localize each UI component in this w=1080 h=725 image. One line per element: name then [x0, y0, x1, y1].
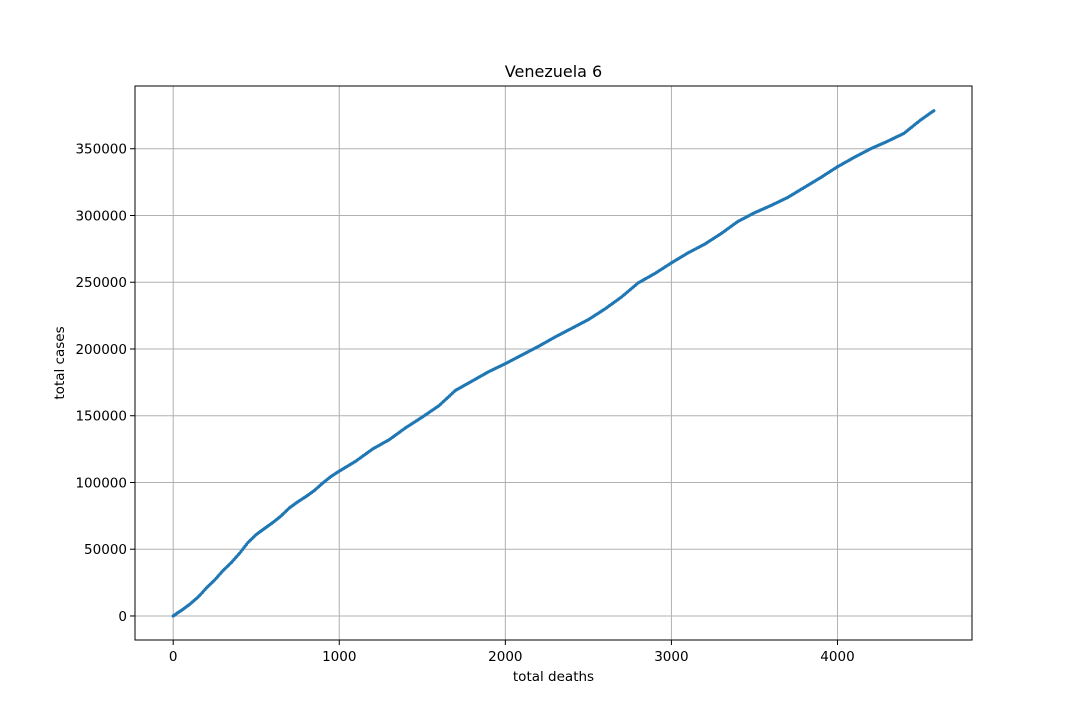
y-tick-label: 0 — [118, 609, 127, 625]
data-point — [452, 390, 456, 394]
y-tick-label: 200000 — [75, 342, 127, 358]
grid-lines — [135, 86, 972, 640]
data-point — [635, 282, 639, 286]
y-ticks: 0 50000 100000 150000 200000 250000 300000 3500… — [75, 142, 135, 625]
data-point — [801, 186, 805, 190]
data-point — [684, 252, 689, 256]
data-point — [286, 507, 290, 511]
y-tick-label: 100000 — [75, 475, 127, 491]
x-tick-label: 1000 — [322, 649, 356, 665]
data-point — [518, 354, 523, 358]
data-point — [228, 562, 232, 566]
data-point — [469, 380, 473, 384]
data-point — [253, 534, 257, 538]
data-point — [211, 579, 215, 583]
data-point — [601, 308, 606, 312]
y-tick-label: 300000 — [75, 208, 127, 224]
data-point — [199, 592, 203, 596]
data-point — [651, 272, 655, 277]
data-point — [585, 318, 589, 323]
data-point — [186, 603, 191, 607]
data-point — [502, 362, 506, 366]
data-point — [190, 600, 195, 604]
data-point — [174, 612, 178, 616]
data-point — [311, 489, 315, 494]
data-point — [269, 521, 274, 526]
chart-title: Venezuela 6 — [505, 62, 602, 81]
data-point — [817, 176, 821, 180]
x-ticks: 0 1000 2000 3000 4000 — [169, 640, 855, 665]
data-point — [485, 370, 489, 375]
data-point — [220, 570, 224, 574]
data-point — [552, 336, 556, 340]
data-point — [203, 587, 207, 592]
y-tick-label: 150000 — [75, 409, 127, 425]
data-point — [917, 119, 921, 123]
y-axis-label: total cases — [52, 326, 68, 399]
x-tick-label: 4000 — [820, 649, 854, 665]
y-tick-label: 250000 — [75, 275, 127, 291]
data-point — [402, 427, 406, 431]
data-point — [352, 460, 356, 464]
data-point — [182, 606, 186, 610]
data-point — [834, 166, 838, 170]
data-point — [701, 243, 705, 247]
data-point — [278, 515, 282, 519]
data-point — [751, 212, 755, 216]
data-point — [767, 204, 772, 208]
y-tick-label: 50000 — [84, 542, 127, 558]
data-point — [327, 475, 332, 480]
data-point — [319, 482, 323, 486]
data-point — [419, 416, 423, 420]
data-point — [884, 140, 888, 144]
data-point — [734, 220, 738, 225]
data-point — [236, 553, 240, 557]
data-point — [195, 596, 199, 600]
plot-frame — [134, 85, 973, 641]
data-point — [900, 132, 905, 136]
x-tick-label: 0 — [169, 649, 178, 665]
x-tick-label: 3000 — [654, 649, 688, 665]
data-point — [385, 439, 390, 443]
data-point — [336, 470, 340, 474]
data-point — [867, 147, 871, 152]
data-point — [435, 405, 440, 409]
data-point — [369, 448, 373, 452]
data-point — [668, 262, 672, 266]
data-point — [535, 345, 539, 349]
y-tick-label: 350000 — [75, 142, 127, 158]
data-point — [294, 501, 298, 505]
data-point — [618, 296, 622, 300]
data-point — [244, 542, 249, 546]
data-point — [718, 232, 722, 237]
x-axis-label: total deaths — [513, 669, 594, 685]
data-point — [568, 327, 572, 331]
data-points — [171, 109, 936, 618]
data-point — [850, 156, 855, 160]
x-tick-label: 2000 — [488, 649, 522, 665]
data-point — [930, 110, 934, 114]
data-point — [178, 609, 182, 613]
data-point — [303, 495, 307, 499]
data-point — [784, 196, 788, 200]
data-point — [261, 527, 265, 532]
